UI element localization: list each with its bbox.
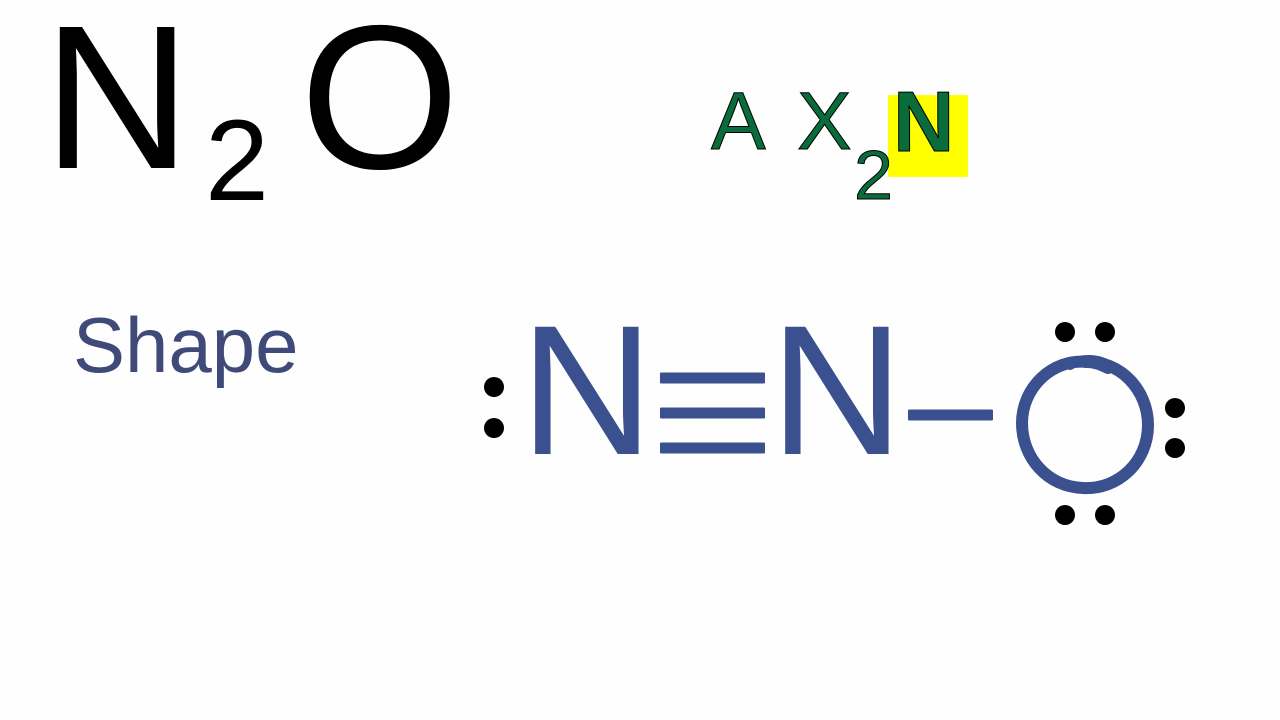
lewis-atom-n1: N: [520, 285, 654, 497]
lone-pair-dot: [484, 418, 504, 438]
axn-letter-n: N: [893, 74, 954, 172]
bond-single: [908, 405, 993, 425]
formula-subscript: 2: [205, 95, 269, 227]
lone-pair-dot: [1055, 505, 1075, 525]
shape-label: Shape: [73, 300, 299, 391]
formula-atom-o: O: [300, 0, 459, 216]
formula-atom-n: N: [43, 0, 185, 216]
axn-subscript: 2: [854, 135, 893, 215]
lone-pair-dot: [1165, 398, 1185, 418]
lone-pair-dot: [1165, 438, 1185, 458]
lone-pair-dot: [1095, 322, 1115, 342]
lewis-atom-o-circle: [1010, 350, 1160, 500]
lewis-atom-n2: N: [770, 285, 904, 497]
lone-pair-dot: [484, 377, 504, 397]
axn-letter-a: A: [711, 75, 766, 169]
lone-pair-dot: [1055, 322, 1075, 342]
lone-pair-dot: [1095, 505, 1115, 525]
axn-letter-x: X: [797, 75, 852, 169]
bond-triple: [660, 370, 765, 456]
